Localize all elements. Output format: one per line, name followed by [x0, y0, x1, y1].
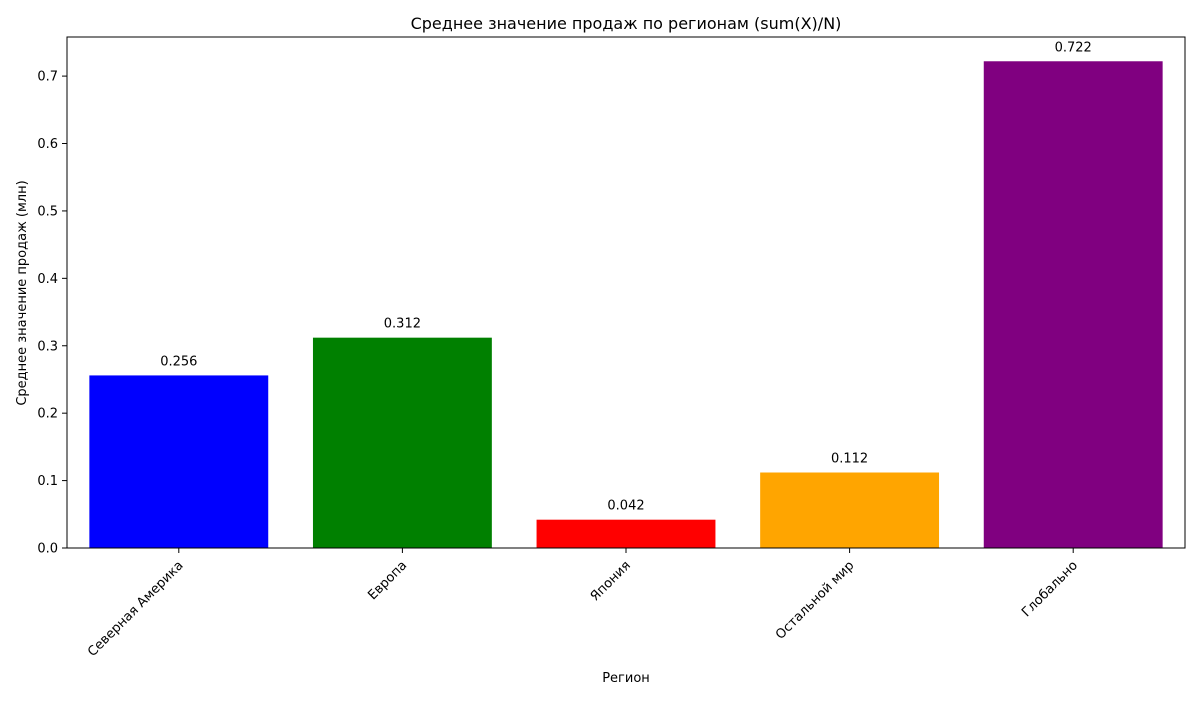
bar [536, 519, 716, 548]
y-tick-label: 0.7 [37, 70, 58, 85]
data-label: 0.112 [831, 452, 868, 467]
y-tick-label: 0.0 [37, 542, 58, 557]
data-label: 0.312 [384, 317, 421, 332]
y-tick-label: 0.4 [37, 272, 58, 287]
data-label: 0.722 [1055, 40, 1092, 55]
y-tick-label: 0.3 [37, 339, 58, 354]
bar [983, 61, 1163, 549]
y-tick-label: 0.1 [37, 474, 58, 489]
y-tick-label: 0.2 [37, 407, 58, 422]
bar [89, 375, 269, 548]
x-tick-label: Япония [588, 558, 634, 604]
x-tick-label: Остальной мир [773, 558, 857, 642]
bar [760, 472, 940, 548]
plot-area: 0.256 0.312 0.042 0.112 0.722 0.0 0.1 0.2 0.3 0.4… [37, 36, 1186, 660]
x-tick-label: Европа [365, 558, 410, 603]
bar [312, 337, 492, 548]
y-tick-label: 0.6 [37, 137, 58, 152]
chart-title: Среднее значение продаж по регионам (sum… [411, 14, 842, 33]
x-axis-label: Регион [602, 671, 650, 686]
data-label: 0.042 [607, 499, 644, 514]
y-tick-label: 0.5 [37, 204, 58, 219]
x-tick-label: Глобально [1019, 558, 1081, 620]
x-tick-label: Северная Америка [85, 558, 187, 660]
data-label: 0.256 [160, 354, 197, 369]
y-axis-label: Среднее значение продаж (млн) [15, 180, 30, 405]
